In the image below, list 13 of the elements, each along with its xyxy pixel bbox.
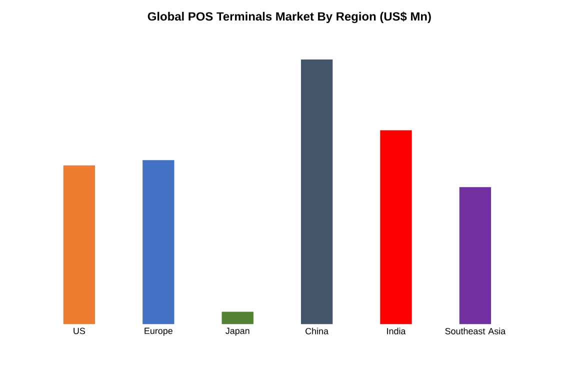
chart-title: Global POS Terminals Market By Region (US$ Mn): [148, 12, 431, 24]
x-tick-label: India: [387, 328, 406, 334]
bar: [380, 130, 412, 324]
bar: [142, 160, 174, 324]
x-tick-label: Southeast Asia: [445, 328, 506, 334]
x-tick-label: US: [74, 328, 86, 334]
x-tick-label: Japan: [226, 328, 250, 336]
bar: [63, 165, 96, 324]
bar: [459, 187, 492, 324]
bar: [222, 312, 254, 324]
x-tick-label: China: [306, 328, 329, 334]
x-tick-label: Europe: [144, 328, 172, 336]
bar: [300, 60, 333, 324]
